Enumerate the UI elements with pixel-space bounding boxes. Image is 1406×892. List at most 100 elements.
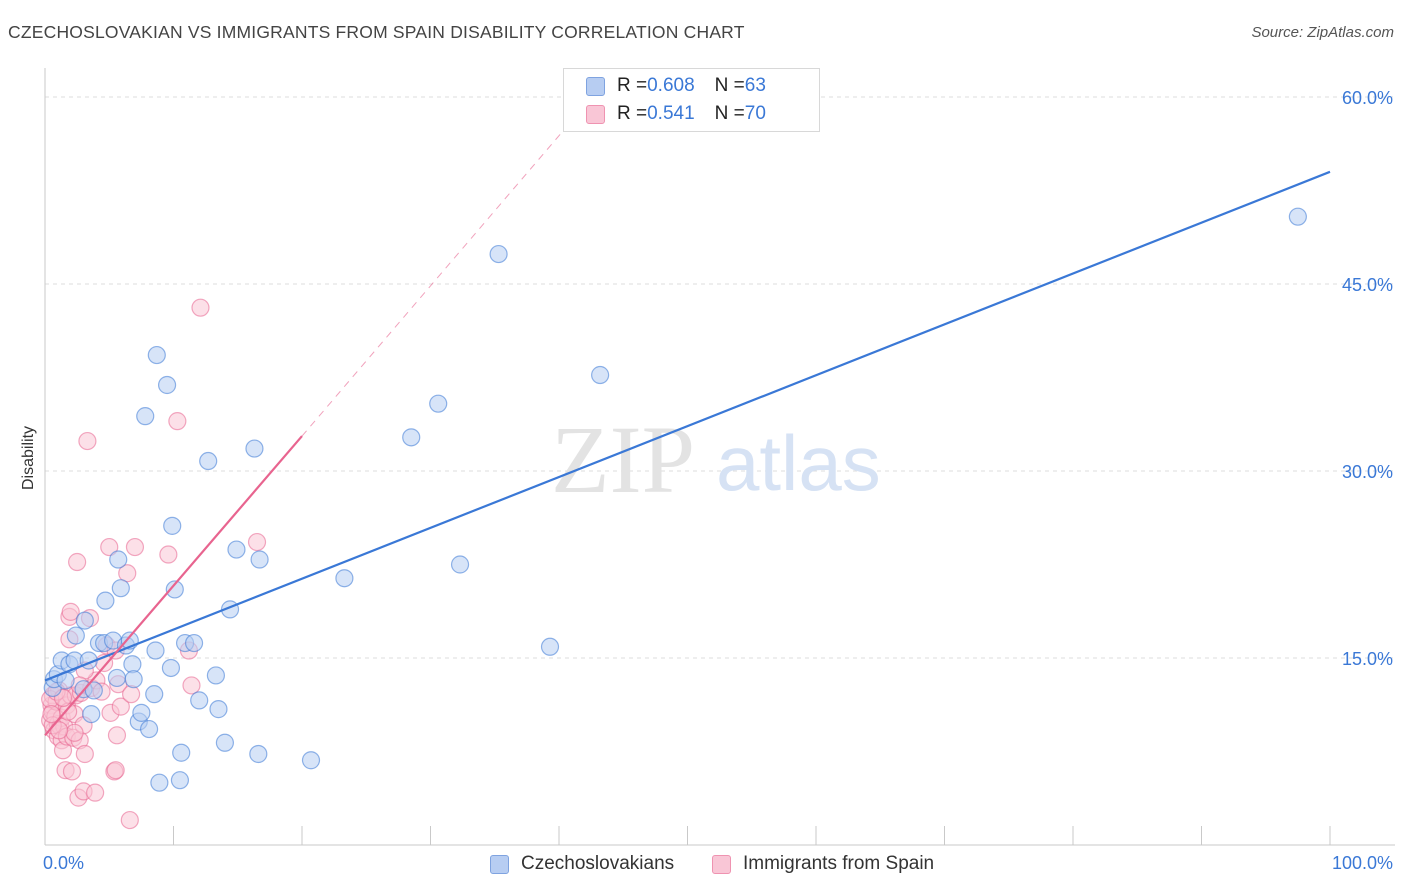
data-point: [209, 700, 228, 719]
trend-line-pink: [301, 127, 566, 437]
data-point: [86, 783, 105, 802]
correlation-legend: R = 0.608 N = 63 R = 0.541 N = 70: [563, 68, 820, 132]
data-point: [402, 428, 421, 447]
data-point: [147, 345, 166, 365]
data-point: [146, 641, 165, 660]
series-immigrants-from-spain: [41, 298, 267, 830]
legend-item-czechoslovakians: Czechoslovakians: [490, 851, 674, 877]
data-point: [61, 602, 80, 621]
grid-lines: [45, 96, 1395, 659]
legend-swatch-blue: [586, 76, 605, 96]
data-point: [227, 540, 246, 559]
data-point: [75, 744, 94, 764]
data-point: [107, 726, 127, 745]
data-point: [84, 681, 103, 700]
data-point: [62, 762, 82, 781]
data-point: [107, 668, 127, 688]
data-point: [245, 439, 264, 458]
data-point: [168, 412, 187, 431]
data-point: [170, 771, 190, 790]
legend-row-immigrants-from-spain: R = 0.541 N = 70: [586, 100, 766, 128]
data-point: [165, 580, 184, 599]
legend-n-value: 63: [744, 75, 766, 96]
y-tick-label: 45.0%: [1342, 275, 1393, 295]
data-point: [125, 537, 145, 557]
data-point: [215, 733, 234, 752]
data-point: [429, 394, 448, 413]
legend-r-value: 0.541: [647, 103, 695, 124]
data-point: [199, 451, 218, 471]
data-point: [42, 704, 61, 724]
data-point: [249, 744, 268, 764]
legend-swatch-pink: [712, 854, 731, 874]
data-point: [111, 579, 130, 598]
data-point: [75, 611, 94, 630]
data-point: [591, 365, 610, 385]
data-point: [82, 704, 101, 724]
data-point: [106, 761, 125, 780]
data-point: [121, 685, 141, 704]
legend-n-label: N =: [714, 75, 745, 96]
data-point: [206, 666, 226, 685]
legend-n-label: N =: [714, 103, 745, 124]
data-point: [540, 637, 560, 656]
data-point: [190, 691, 209, 710]
data-point: [100, 537, 119, 557]
legend-r-label: R =: [617, 75, 648, 96]
legend-row-czechoslovakians: R = 0.608 N = 63: [586, 72, 766, 100]
data-point: [450, 555, 470, 574]
chart-title: CZECHOSLOVAKIAN VS IMMIGRANTS FROM SPAIN…: [8, 22, 745, 42]
y-tick-label: 60.0%: [1342, 88, 1393, 108]
trend-line-pink: [44, 435, 303, 737]
data-point: [159, 545, 178, 564]
legend-item-immigrants-from-spain: Immigrants from Spain: [712, 851, 934, 877]
data-point: [65, 723, 84, 742]
watermark-zip: ZIP: [551, 406, 695, 513]
data-point: [150, 773, 169, 792]
legend-n-value: 70: [744, 103, 766, 124]
data-point: [124, 670, 143, 689]
data-point: [68, 552, 87, 572]
data-point: [111, 697, 130, 716]
data-point: [157, 375, 177, 395]
data-point: [120, 810, 139, 830]
legend-label-immigrants-from-spain: Immigrants from Spain: [743, 853, 935, 874]
legend-r-label: R =: [617, 103, 648, 124]
y-axis-label: Disability: [20, 426, 37, 490]
data-point: [145, 685, 164, 704]
data-point: [489, 244, 508, 264]
data-point: [182, 676, 201, 695]
data-point: [250, 550, 269, 569]
data-point: [163, 516, 182, 535]
data-point: [1288, 207, 1307, 226]
y-tick-label: 30.0%: [1342, 462, 1393, 482]
data-point: [301, 751, 321, 770]
data-point: [161, 658, 181, 678]
source-label: Source: ZipAtlas.com: [1251, 24, 1394, 41]
data-point: [109, 550, 128, 569]
data-point: [136, 407, 155, 426]
data-point: [335, 569, 354, 588]
data-point: [139, 719, 159, 739]
watermark: ZIP atlas: [551, 406, 881, 513]
legend-label-czechoslovakians: Czechoslovakians: [521, 853, 675, 874]
legend-swatch-pink: [586, 104, 605, 124]
x-tick-label: 100.0%: [1332, 853, 1393, 873]
data-point: [118, 564, 137, 583]
y-tick-label: 15.0%: [1342, 649, 1393, 669]
data-point: [172, 743, 191, 762]
data-point: [191, 298, 210, 317]
data-point: [96, 591, 115, 610]
watermark-atlas: atlas: [716, 419, 881, 507]
legend-swatch-blue: [490, 854, 509, 874]
trend-line-blue: [44, 170, 1331, 682]
data-point: [184, 633, 204, 653]
data-point: [66, 626, 85, 645]
tick-labels: 15.0% 30.0% 45.0% 60.0% 0.0% 100.0%: [43, 88, 1393, 873]
series-czechoslovakians: [43, 207, 1307, 792]
data-point: [132, 703, 151, 722]
legend-r-value: 0.608: [647, 75, 695, 96]
x-tick-label: 0.0%: [43, 853, 84, 873]
data-point: [123, 655, 142, 674]
